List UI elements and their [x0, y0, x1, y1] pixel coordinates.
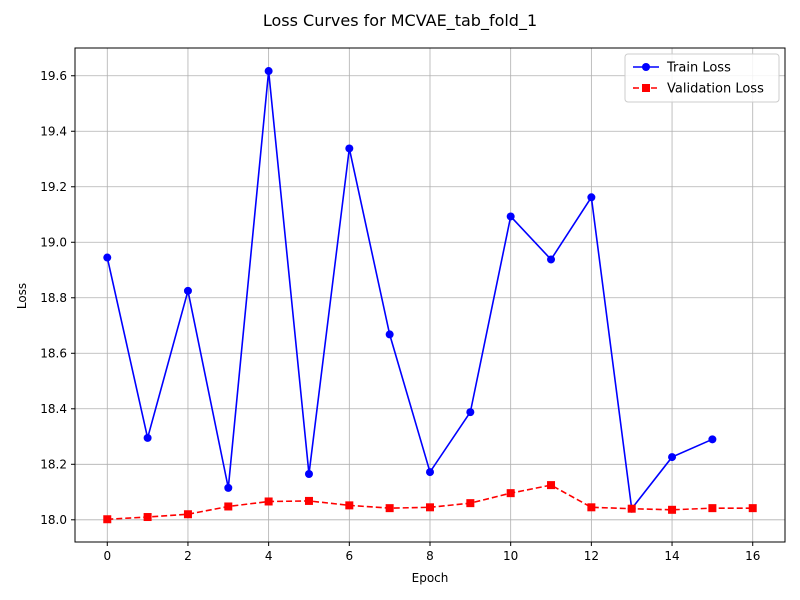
x-tick-label: 14: [664, 549, 679, 563]
train-loss-point: [708, 435, 717, 444]
train-loss-point: [183, 286, 192, 295]
legend-marker-train-loss: [642, 63, 650, 71]
validation-loss-point: [264, 497, 273, 506]
validation-loss-point: [304, 496, 313, 505]
legend-box: [624, 53, 780, 103]
validation-loss-point: [103, 515, 112, 524]
validation-loss-point: [668, 505, 677, 514]
y-tick-label: 19.2: [40, 180, 67, 194]
validation-loss-point: [143, 513, 152, 522]
legend: Train Loss Validation Loss: [624, 53, 780, 103]
validation-loss-point: [627, 504, 636, 513]
y-tick-label: 18.8: [40, 291, 67, 305]
validation-loss-point: [385, 504, 394, 513]
legend-marker-validation-loss: [642, 84, 650, 92]
train-loss-point: [426, 468, 434, 477]
y-tick-label: 19.6: [40, 69, 67, 83]
train-loss-point: [264, 67, 273, 76]
train-loss-point: [587, 193, 596, 202]
y-tick-label: 18.4: [40, 402, 67, 416]
validation-loss-point: [587, 503, 596, 512]
train-loss-point: [466, 408, 475, 417]
x-tick-label: 10: [503, 549, 518, 563]
train-loss-point: [385, 330, 394, 339]
x-tick-label: 12: [584, 549, 599, 563]
train-loss-point: [668, 453, 677, 462]
validation-loss-point: [426, 503, 434, 512]
x-tick-label: 2: [184, 549, 192, 563]
y-tick-label: 18.0: [40, 513, 67, 527]
validation-loss-series: [103, 481, 757, 524]
train-loss-point: [304, 470, 313, 479]
train-loss-point: [547, 255, 556, 264]
y-tick-label: 19.4: [40, 124, 67, 138]
legend-label-validation-loss: Validation Loss: [667, 82, 764, 97]
train-loss-series: [103, 67, 717, 513]
legend-label-train-loss: Train Loss: [666, 61, 731, 76]
train-loss-point: [506, 212, 515, 221]
x-tick-label: 6: [345, 549, 353, 563]
x-tick-label: 8: [426, 549, 434, 563]
chart-title: Loss Curves for MCVAE_tab_fold_1: [263, 11, 537, 31]
train-loss-point: [103, 253, 112, 262]
y-tick-label: 18.6: [40, 346, 67, 360]
x-axis-label: Epoch: [412, 571, 449, 585]
ticks: 0 2 4 6 8 10 12 14 16 18.0 18.2 18.4 18.6 18.8 19.0 19.…: [40, 69, 760, 563]
validation-loss-point: [224, 502, 233, 511]
train-loss-point: [143, 433, 152, 442]
y-tick-label: 18.2: [40, 457, 67, 471]
series-layer: [103, 67, 757, 524]
x-tick-label: 4: [265, 549, 273, 563]
validation-loss-point: [345, 501, 354, 510]
train-loss-line: [106, 70, 713, 511]
validation-loss-point: [748, 504, 757, 513]
train-loss-point: [224, 483, 233, 492]
validation-loss-point: [466, 499, 475, 508]
y-axis-label: Loss: [15, 283, 29, 309]
validation-loss-point: [547, 481, 556, 490]
validation-loss-point: [708, 504, 717, 513]
grid: [75, 48, 785, 542]
train-loss-point: [345, 144, 354, 153]
x-tick-label: 0: [103, 549, 111, 563]
validation-loss-point: [183, 510, 192, 519]
validation-loss-point: [506, 489, 515, 498]
x-tick-label: 16: [745, 549, 760, 563]
y-tick-label: 19.0: [40, 235, 67, 249]
